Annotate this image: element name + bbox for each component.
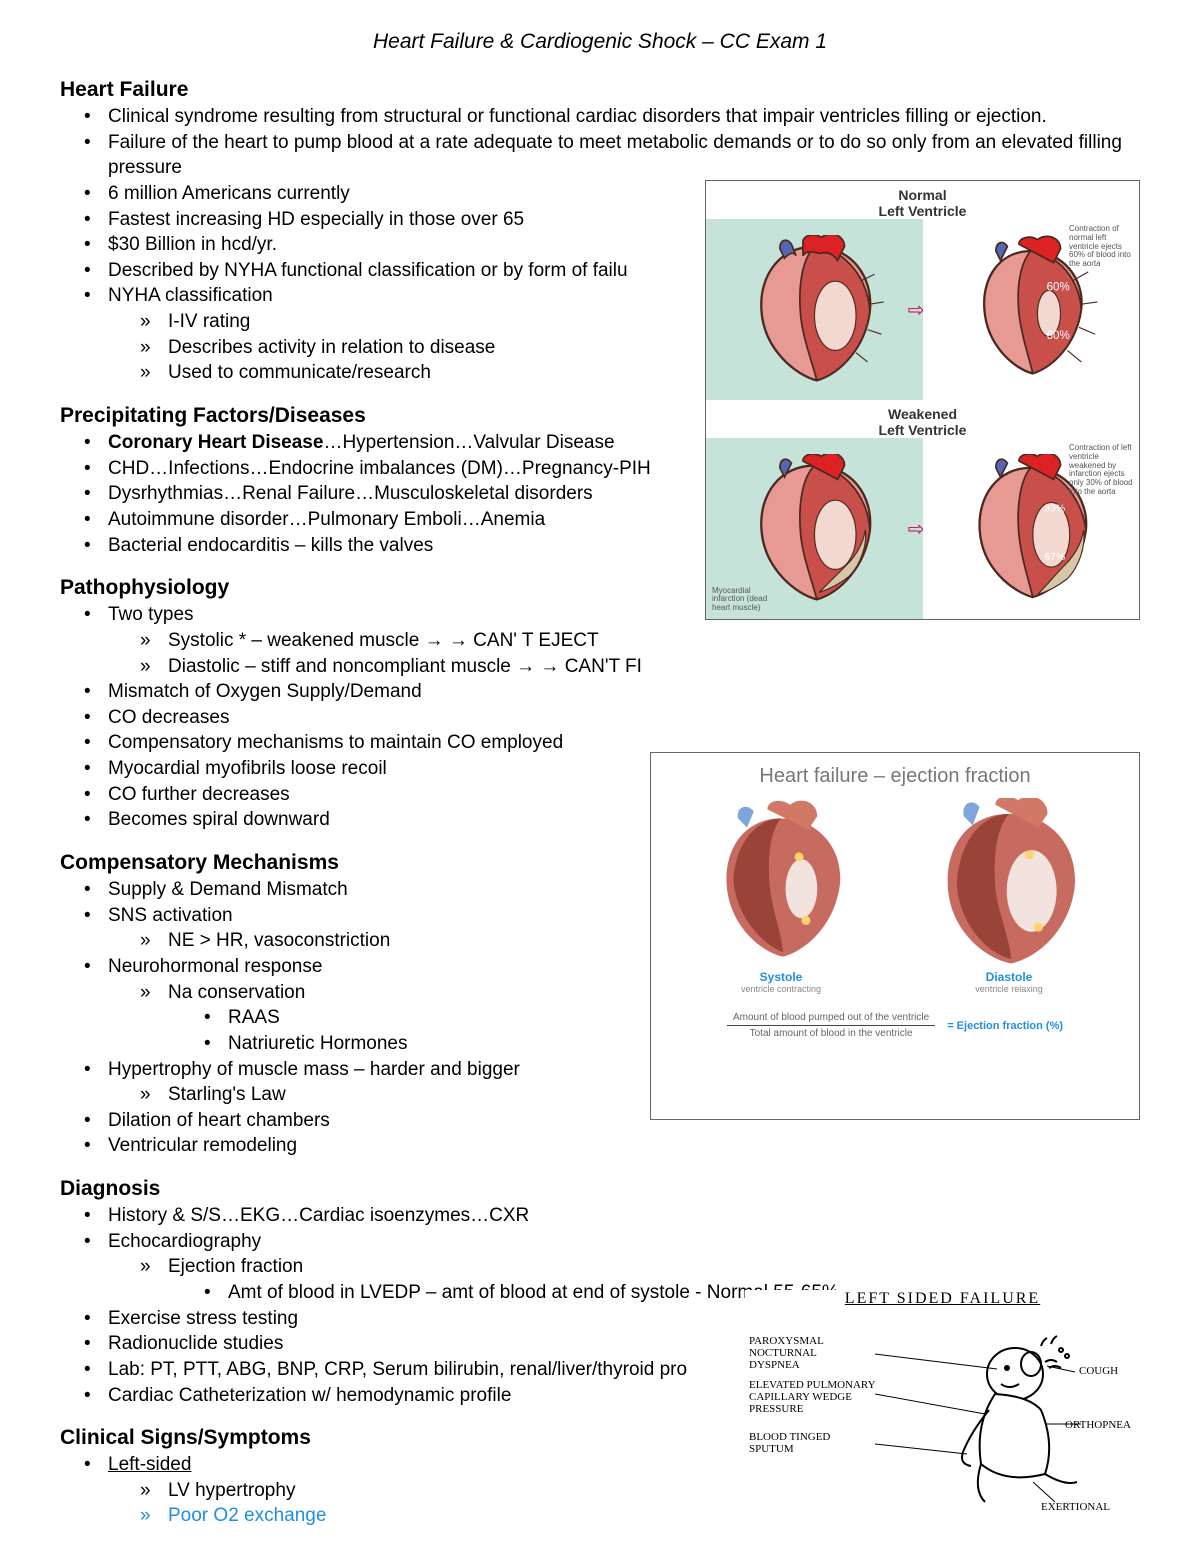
fig1-heart-weak-diastole: Myocardial infarction (dead heart muscle…	[706, 438, 923, 619]
heart-icon	[929, 798, 1089, 968]
fig3-title: LEFT SIDED FAILURE	[745, 1290, 1140, 1308]
list-item: Mismatch of Oxygen Supply/Demand	[108, 679, 1140, 705]
list-item-text: Two types	[108, 604, 194, 625]
frac-numerator: Amount of blood pumped out of the ventri…	[727, 1012, 935, 1026]
label-pnd: PAROXYSMAL	[749, 1335, 824, 1347]
list-item: CO decreases	[108, 705, 1140, 731]
figure-ventricle-comparison: Normal Left Ventricle ⇨	[705, 180, 1140, 620]
label-exdysp2: DYSPNEA	[1051, 1513, 1102, 1514]
pct-label: 60%	[1047, 281, 1070, 293]
left-sided-label: Left-sided	[108, 1454, 191, 1475]
diastole-label: Diastole	[986, 970, 1033, 984]
heading-diag: Diagnosis	[60, 1177, 1140, 1201]
list-item: History & S/S…EKG…Cardiac isoenzymes…CXR	[108, 1203, 1140, 1229]
fig2-col-systole: Systole ventricle contracting	[701, 798, 861, 994]
list-item: Diastolic – stiff and noncompliant muscl…	[168, 654, 1140, 680]
heart-icon	[742, 235, 887, 385]
list-item-text: Hypertrophy of muscle mass – harder and …	[108, 1059, 520, 1080]
label-pnd2: NOCTURNAL	[749, 1347, 817, 1359]
label-pnd3: DYSPNEA	[749, 1359, 800, 1371]
diastole-sub: ventricle relaxing	[975, 984, 1043, 994]
list-item-text: SNS activation	[108, 905, 233, 926]
fig1-infarct-label: Myocardial infarction (dead heart muscle…	[712, 587, 772, 613]
pct-label: 33%	[1045, 503, 1066, 514]
list-item: Failure of the heart to pump blood at a …	[108, 130, 1140, 181]
frac-denominator: Total amount of blood in the ventricle	[744, 1026, 919, 1039]
label-pcwp2: CAPILLARY WEDGE	[749, 1391, 852, 1403]
fig1-heart-normal-diastole: ⇨	[706, 219, 923, 400]
list-item-text: NYHA classification	[108, 285, 273, 306]
list-item-text: Ejection fraction	[168, 1256, 303, 1277]
list-item-text: Echocardiography	[108, 1231, 261, 1252]
heart-icon	[701, 798, 861, 968]
list-item: Ventricular remodeling	[108, 1133, 1140, 1159]
fig1-caption-bottom: Contraction of left ventricle weakened b…	[1069, 444, 1135, 497]
fig2-fraction: Amount of blood pumped out of the ventri…	[667, 1012, 1123, 1039]
label-cough: COUGH	[1079, 1365, 1118, 1377]
label-exdysp: EXERTIONAL	[1041, 1501, 1110, 1513]
heading-heart-failure: Heart Failure	[60, 78, 1140, 102]
label-orthopnea: ORTHOPNEA	[1065, 1419, 1131, 1431]
cartoon-icon: PAROXYSMAL NOCTURNAL DYSPNEA ELEVATED PU…	[745, 1314, 1135, 1514]
document-page: Heart Failure & Cardiogenic Shock – CC E…	[0, 0, 1200, 1565]
lead-rest: …Hypertension…Valvular Disease	[323, 432, 614, 453]
label-pcwp3: PRESSURE	[749, 1403, 804, 1415]
heart-icon	[742, 454, 887, 604]
label-bts: BLOOD TINGED	[749, 1431, 830, 1443]
label-pcwp: ELEVATED PULMONARY	[749, 1379, 876, 1391]
list-item: Systolic * – weakened muscle → → CAN' T …	[168, 628, 1140, 654]
page-title: Heart Failure & Cardiogenic Shock – CC E…	[60, 30, 1140, 54]
fig1-caption-top: Contraction of normal left ventricle eje…	[1069, 225, 1135, 269]
fig2-col-diastole: Diastole ventricle relaxing	[929, 798, 1089, 994]
fig1-heart-normal-systole: 60% 60% Contraction of normal left ventr…	[923, 219, 1140, 400]
fig2-title: Heart failure – ejection fraction	[667, 765, 1123, 788]
list-item-text: Neurohormonal response	[108, 956, 322, 977]
figure-ejection-fraction: Heart failure – ejection fraction Systol…	[650, 752, 1140, 1120]
list-item-text: Na conservation	[168, 982, 305, 1003]
fig1-title-top: Normal Left Ventricle	[706, 181, 1139, 219]
systole-label: Systole	[760, 970, 803, 984]
fig1-title-bottom: Weakened Left Ventricle	[706, 400, 1139, 438]
frac-result: = Ejection fraction (%)	[947, 1020, 1063, 1032]
list-item: Clinical syndrome resulting from structu…	[108, 104, 1140, 130]
list-patho-types: Systolic * – weakened muscle → → CAN' T …	[108, 628, 1140, 679]
fig1-heart-weak-systole: 33% 67% Contraction of left ventricle we…	[923, 438, 1140, 619]
figure-left-sided-failure: LEFT SIDED FAILURE	[745, 1290, 1140, 1530]
label-bts2: SPUTUM	[749, 1443, 794, 1455]
pct-label: 60%	[1047, 329, 1070, 341]
pct-label: 67%	[1045, 552, 1066, 563]
lead-bold: Coronary Heart Disease	[108, 432, 323, 453]
systole-sub: ventricle contracting	[741, 984, 821, 994]
